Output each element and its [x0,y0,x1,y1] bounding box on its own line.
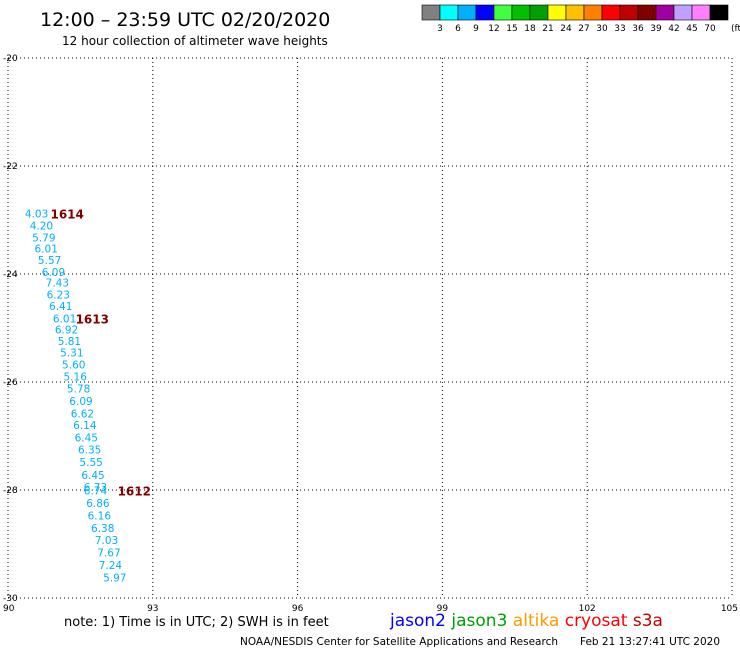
y-tick-label: -24 [3,270,18,280]
legend-swatch [691,4,711,21]
legend-label: 21 [542,24,553,34]
legend-label: 36 [632,24,644,34]
satellite-name: jason2 [389,611,446,631]
legend-label: 42 [668,24,679,34]
wave-height-point: 7.67 [97,548,120,560]
wave-height-point: 6.09 [69,396,92,408]
wave-height-point: 5.79 [32,232,55,244]
x-axis-ticks: 90 93 96 99 102 105 [3,604,738,614]
footer-note: note: 1) Time is in UTC; 2) SWH is in fe… [64,615,329,630]
wave-height-point: 6.62 [71,408,94,420]
wave-height-point: 7.24 [99,560,123,572]
wave-height-point: 6.01 [35,244,58,256]
wave-height-point: 7.43 [46,278,69,290]
legend-swatch [655,4,675,21]
time-label: 1613 [76,312,109,326]
chart-subtitle: 12 hour collection of altimeter wave hei… [62,34,328,48]
wave-height-point: 6.09 [42,267,65,279]
legend-swatch [565,4,585,21]
legend-swatch [529,4,549,21]
wave-height-point: 6.74 [84,486,108,498]
wave-height-point: 6.73 [84,482,107,494]
legend-swatch [493,4,513,21]
y-tick-label: -22 [3,162,18,172]
wave-height-point: 4.20 [30,220,53,232]
wave-height-point: 4.03 [25,209,48,221]
wave-height-point: 6.16 [88,510,112,522]
wave-height-point: 6.41 [49,301,72,313]
legend-swatch [637,4,657,21]
wave-height-points: 4.034.205.796.015.576.097.436.236.416.01… [25,209,127,585]
legend-swatch [601,4,621,21]
legend-label: 45 [686,24,697,34]
y-tick-label: -28 [3,486,18,496]
legend-label: 6 [455,24,461,34]
legend-swatch [475,4,495,21]
wave-height-point: 5.16 [64,372,88,384]
legend-swatch [457,4,477,21]
wave-height-point: 5.81 [58,336,81,348]
x-tick-label: 90 [3,604,15,614]
satellite-name: s3a [627,611,663,631]
wave-height-point: 5.78 [67,383,90,395]
satellite-name: altika [507,611,559,631]
legend-swatch [439,4,459,21]
legend-label: 15 [506,24,517,34]
legend-swatch [511,4,531,21]
legend-label: 3 [437,24,443,34]
footer-timestamp: Feb 21 13:27:41 UTC 2020 [580,636,720,648]
wave-height-point: 5.55 [79,457,102,469]
legend-label: 27 [578,24,589,34]
y-tick-label: -20 [3,54,18,64]
satellite-name: cryosat [559,611,627,631]
wave-height-point: 6.23 [47,290,70,302]
wave-height-point: 6.86 [86,498,110,510]
legend-label: 30 [596,24,608,34]
wave-height-point: 6.45 [75,433,98,445]
legend-label: 12 [488,24,499,34]
y-tick-label: -30 [3,594,18,604]
legend-swatch [583,4,603,21]
wave-height-point: 6.35 [78,445,101,457]
wave-height-point: 7.03 [95,535,118,547]
legend-swatch [547,4,567,21]
time-label: 1612 [118,485,151,499]
time-labels: 1614 1613 1612 [50,208,150,499]
x-tick-label: 99 [437,604,449,614]
legend-label: 9 [473,24,479,34]
wave-height-point: 6.92 [55,325,78,337]
x-tick-label: 105 [721,604,738,614]
legend-swatch [619,4,639,21]
chart-title: 12:00 – 23:59 UTC 02/20/2020 [40,9,330,31]
x-tick-label: 102 [579,604,596,614]
legend-unit: (ft) [731,24,740,34]
satellite-name: jason3 [446,611,507,631]
legend-swatch [709,4,729,21]
satellite-legend: jason2 jason3 altika cryosat s3a [389,611,663,631]
legend-label: 70 [704,24,716,34]
plot-grid [7,57,733,599]
legend-label: 39 [650,24,662,34]
wave-height-point: 6.38 [91,523,114,535]
wave-height-point: 5.97 [103,572,126,584]
wave-height-point: 6.14 [73,420,97,432]
legend-label: 24 [560,24,572,34]
wave-height-point: 5.57 [38,255,61,267]
wave-height-point: 5.31 [60,347,83,359]
y-tick-label: -26 [3,378,18,388]
x-tick-label: 93 [147,604,158,614]
legend-label: 18 [524,24,536,34]
legend-swatch [421,4,441,21]
time-label: 1614 [50,208,83,222]
legend-label: 33 [614,24,625,34]
y-axis-ticks: -20 -22 -24 -26 -28 -30 [3,54,18,604]
wave-height-point: 6.45 [81,470,104,482]
footer-credit: NOAA/NESDIS Center for Satellite Applica… [240,636,558,648]
wave-height-point: 6.01 [53,313,76,325]
x-tick-label: 96 [292,604,304,614]
legend-swatch [673,4,693,21]
wave-height-point: 5.60 [62,360,85,372]
